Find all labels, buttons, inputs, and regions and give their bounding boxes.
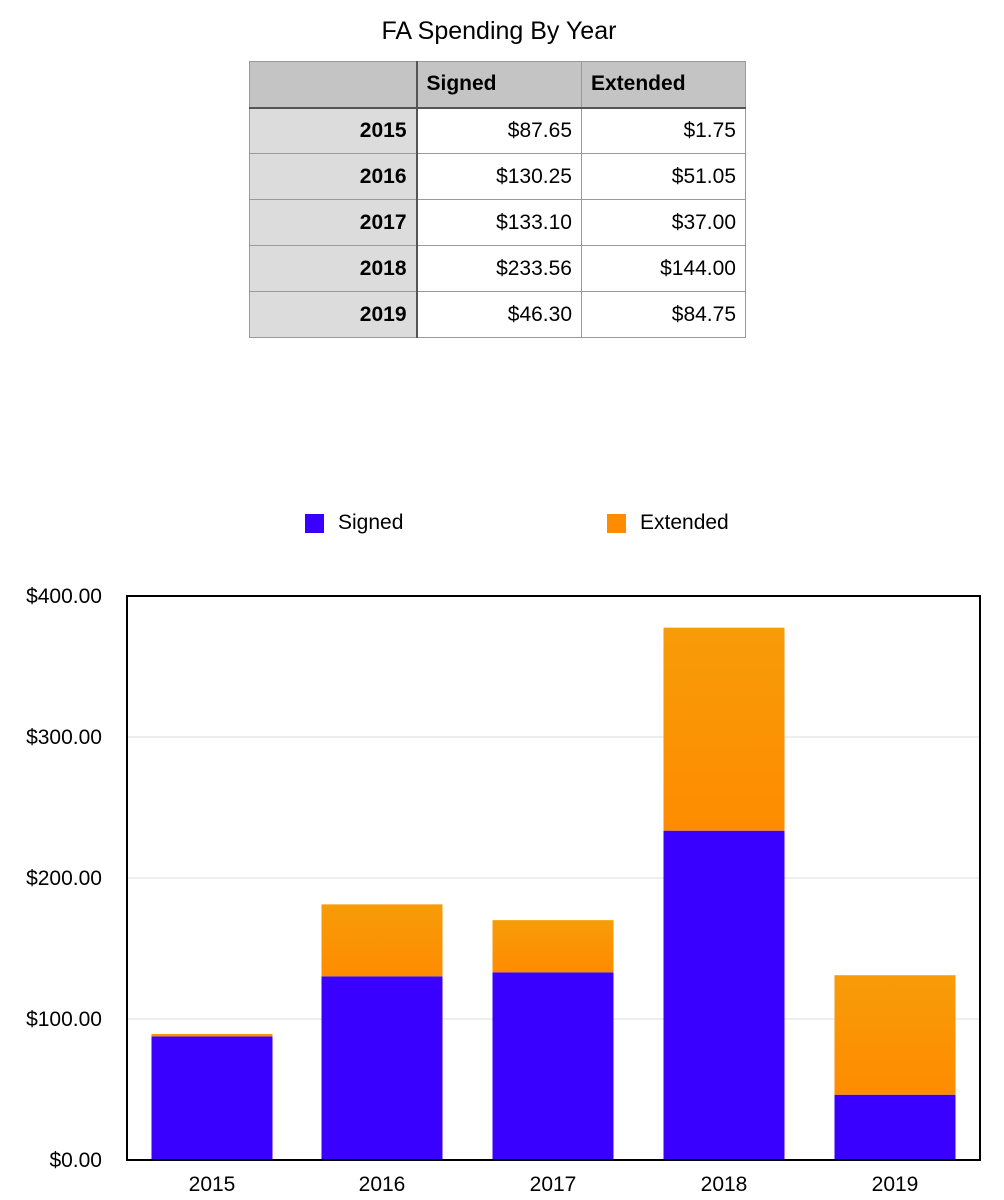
chart-title: FA Spending By Year: [381, 17, 617, 45]
table-cell-extended: $37.00: [581, 199, 746, 246]
table-header-extended: Extended: [581, 61, 746, 109]
data-table: Signed Extended 2015 $87.65 $1.75 2016 $…: [249, 61, 746, 338]
table-row-year: 2019: [249, 291, 418, 338]
table-cell-extended: $51.05: [581, 153, 746, 200]
bar-extended-2015: [151, 1033, 273, 1037]
table-row-year: 2016: [249, 153, 418, 200]
y-tick-label: $400.00: [26, 585, 102, 608]
table-cell-extended: $1.75: [581, 107, 746, 154]
legend-item-signed: Signed: [305, 506, 403, 540]
bars: [151, 627, 956, 1160]
table-header-row: Signed Extended: [249, 61, 746, 109]
table-row: 2018 $233.56 $144.00: [249, 245, 746, 292]
legend-label-signed: Signed: [338, 511, 404, 534]
table-cell-extended: $144.00: [581, 245, 746, 292]
table-row: 2015 $87.65 $1.75: [249, 107, 746, 154]
bar-signed-2018: [663, 830, 785, 1160]
table-row: 2016 $130.25 $51.05: [249, 153, 746, 200]
bar-signed-2016: [321, 976, 443, 1160]
bar-extended-2016: [321, 904, 443, 977]
y-tick-label: $200.00: [26, 867, 102, 890]
axes: [126, 595, 981, 1161]
legend-swatch-extended: [607, 513, 626, 533]
x-tick-label: 2016: [359, 1173, 406, 1196]
bar-signed-2019: [834, 1094, 956, 1160]
legend-item-extended: Extended: [607, 506, 729, 540]
table-cell-extended: $84.75: [581, 291, 746, 338]
table-row: 2017 $133.10 $37.00: [249, 199, 746, 246]
bar-signed-2017: [492, 972, 614, 1160]
x-tick-label: 2019: [872, 1173, 919, 1196]
y-tick-label: $100.00: [26, 1008, 102, 1031]
tick-labels: $0.00 $100.00 $200.00 $300.00 $400.00 2015 201…: [26, 585, 918, 1196]
table-cell-signed: $46.30: [416, 291, 582, 338]
table-cell-signed: $233.56: [416, 245, 582, 292]
x-tick-label: 2015: [189, 1173, 236, 1196]
y-tick-label: $0.00: [49, 1149, 102, 1172]
table-row: 2019 $46.30 $84.75: [249, 291, 746, 338]
x-tick-label: 2017: [530, 1173, 577, 1196]
bar-extended-2019: [834, 975, 956, 1095]
bar-signed-2015: [151, 1036, 273, 1160]
table-cell-signed: $87.65: [416, 107, 582, 154]
table-row-year: 2018: [249, 245, 418, 292]
table-header-year: [249, 61, 418, 109]
bar-extended-2017: [492, 920, 614, 973]
plot-frame: [126, 595, 981, 1161]
y-tick-label: $300.00: [26, 726, 102, 749]
x-tick-label: 2018: [701, 1173, 748, 1196]
bar-extended-2018: [663, 627, 785, 831]
legend-swatch-signed: [305, 513, 324, 533]
legend-label-extended: Extended: [640, 511, 729, 534]
table-row-year: 2015: [249, 107, 418, 154]
chart-legend: Signed Extended: [0, 506, 1004, 540]
table-row-year: 2017: [249, 199, 418, 246]
